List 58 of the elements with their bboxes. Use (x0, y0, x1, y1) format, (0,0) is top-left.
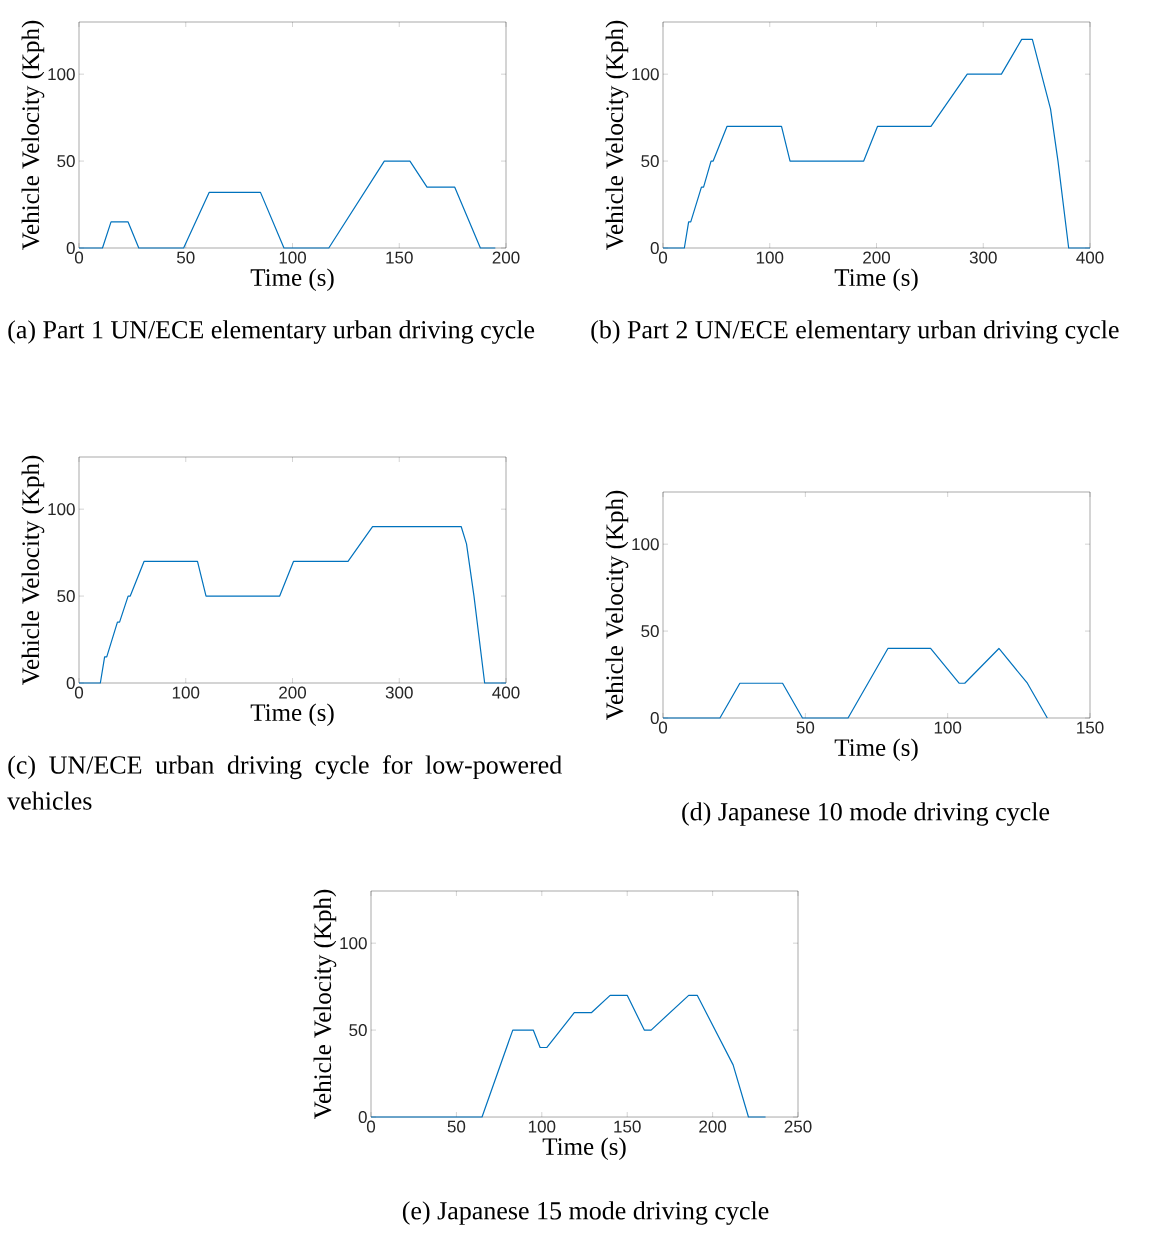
y-tick-label: 0 (66, 676, 75, 690)
y-axis-title: Vehicle Velocity (Kph) (21, 20, 45, 250)
x-axis-title: Time (s) (250, 703, 334, 727)
x-tick-label: 100 (172, 686, 200, 699)
y-tick-label: 50 (349, 1024, 367, 1037)
y-tick-label: 50 (641, 155, 659, 168)
x-tick-label: 200 (863, 251, 891, 264)
y-tick-label: 100 (340, 937, 367, 950)
y-tick-label: 50 (57, 155, 75, 168)
x-tick-label: 200 (279, 686, 307, 699)
x-tick-label: 200 (492, 251, 520, 264)
y-tick-label: 100 (48, 503, 75, 516)
text: (a) Part 1 UN/ECE elementary urban driving cycle (8, 320, 535, 344)
x-tick-label: 50 (176, 251, 195, 264)
x-tick-label: 150 (386, 251, 413, 264)
x-tick-label: 400 (1076, 251, 1104, 264)
y-tick-label: 100 (632, 538, 659, 551)
y-tick-label: 0 (650, 711, 659, 725)
x-tick-label: 150 (614, 1120, 641, 1133)
y-tick-label: 100 (632, 68, 659, 81)
x-axis-title: Time (s) (542, 1137, 626, 1161)
x-tick-label: 0 (366, 1120, 376, 1133)
y-axis-title: Vehicle Velocity (Kph) (605, 20, 629, 250)
x-tick-label: 400 (492, 686, 520, 699)
x-tick-label: 300 (969, 251, 997, 264)
y-tick-label: 0 (66, 241, 75, 255)
y-tick-label: 0 (358, 1110, 367, 1124)
x-tick-label: 50 (447, 1120, 466, 1133)
x-tick-label: 0 (74, 686, 84, 699)
x-tick-label: 300 (385, 686, 413, 699)
x-axis-title: Time (s) (834, 268, 918, 292)
text: (b) Part 2 UN/ECE elementary urban driving cycle (591, 320, 1119, 344)
x-tick-label: 50 (796, 721, 815, 734)
y-tick-label: 0 (650, 241, 659, 255)
x-tick-label: 200 (699, 1120, 727, 1133)
y-axis-title: Vehicle Velocity (Kph) (21, 455, 45, 685)
x-tick-label: 100 (934, 721, 962, 734)
x-tick-label: 100 (528, 1120, 556, 1133)
text: (d) Japanese 10 mode driving cycle (682, 802, 1050, 826)
line-series (78, 160, 496, 249)
x-axis-title: Time (s) (834, 738, 918, 762)
x-tick-label: 0 (658, 251, 668, 264)
y-tick-label: 100 (48, 68, 75, 81)
x-tick-label: 0 (658, 721, 668, 734)
x-tick-label: 250 (784, 1120, 812, 1133)
x-tick-label: 100 (756, 251, 784, 264)
line-series (78, 525, 507, 684)
text: (e) Japanese 15 mode driving cycle (402, 1201, 769, 1225)
y-tick-label: 50 (641, 625, 659, 638)
y-axis-title: Vehicle Velocity (Kph) (605, 490, 629, 720)
x-tick-label: 100 (279, 251, 307, 264)
y-axis-title: Vehicle Velocity (Kph) (313, 889, 337, 1119)
y-tick-label: 50 (57, 590, 75, 603)
line-series (370, 994, 767, 1118)
x-axis-title: Time (s) (250, 268, 334, 292)
x-tick-label: 0 (74, 251, 84, 264)
x-tick-label: 150 (1077, 721, 1104, 734)
text: (c) UN/ECE urban driving cycle for low-powered vehicles (7, 755, 562, 810)
